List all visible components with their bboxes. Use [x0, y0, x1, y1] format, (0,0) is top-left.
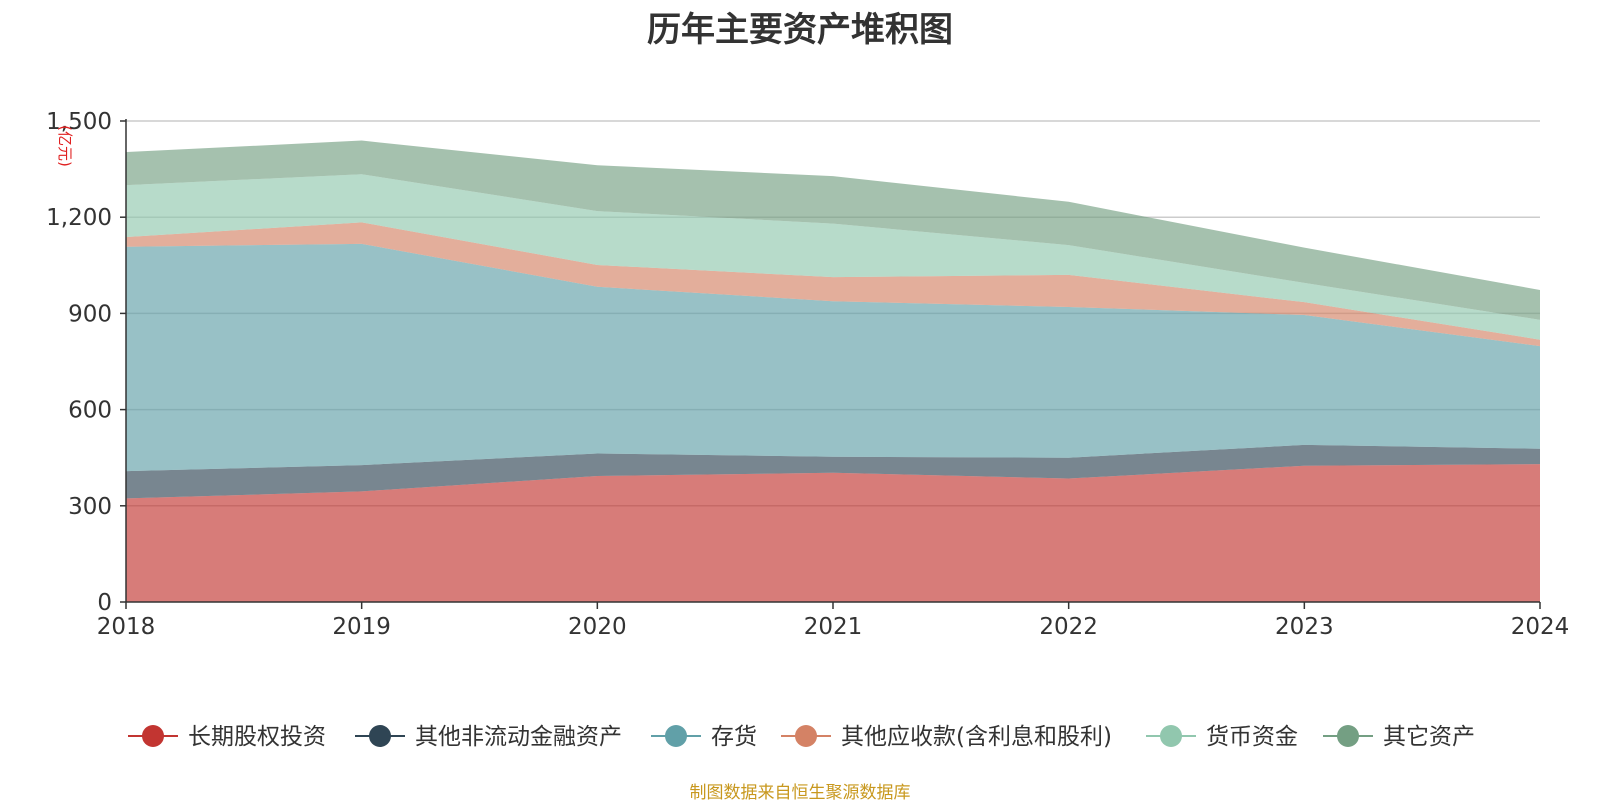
- legend-item-2[interactable]: 其他非流动金融资产: [355, 724, 622, 750]
- y-tick-label: 900: [68, 301, 112, 327]
- area-series-1[interactable]: [126, 464, 1540, 602]
- data-source-note: 制图数据来自恒生聚源数据库: [689, 783, 911, 803]
- x-tick-label: 2021: [804, 614, 863, 640]
- legend-item-6[interactable]: 其它资产: [1323, 724, 1475, 750]
- area-series-2[interactable]: [126, 444, 1540, 499]
- x-tick-label: 2018: [97, 614, 156, 640]
- legend-marker-icon: [795, 725, 817, 747]
- chart-title: 历年主要资产堆积图: [647, 10, 953, 50]
- legend-marker-icon: [665, 725, 687, 747]
- area-series-3[interactable]: [126, 243, 1540, 472]
- x-tick-label: 2020: [568, 614, 627, 640]
- legend-item-3[interactable]: 存货: [651, 724, 757, 750]
- y-axis-unit-label: (亿元): [56, 125, 74, 167]
- y-tick-label: 600: [68, 398, 112, 424]
- legend-marker-icon: [142, 725, 164, 747]
- y-tick-label: 0: [97, 590, 112, 616]
- legend-item-4[interactable]: 其他应收款(含利息和股利): [781, 724, 1112, 750]
- axes: 0 300 600 900 1,200 1,500 2018 2019 2020 2021 2022…: [46, 109, 1569, 640]
- legend-label: 货币资金: [1206, 724, 1298, 750]
- legend-item-5[interactable]: 货币资金: [1146, 724, 1298, 750]
- x-tick-label: 2022: [1039, 614, 1098, 640]
- area-series-6[interactable]: [126, 140, 1540, 320]
- legend-label: 其他非流动金融资产: [415, 724, 622, 750]
- legend-marker-icon: [1337, 725, 1359, 747]
- y-tick-label: 300: [68, 494, 112, 520]
- y-tick-label: 1,200: [46, 205, 112, 231]
- x-tick-label: 2024: [1511, 614, 1570, 640]
- x-tick-label: 2019: [332, 614, 391, 640]
- area-series-4[interactable]: [126, 222, 1540, 347]
- legend-marker-icon: [369, 725, 391, 747]
- area-series: [126, 140, 1540, 602]
- area-series-5[interactable]: [126, 174, 1540, 340]
- x-tick-label: 2023: [1275, 614, 1334, 640]
- legend-marker-icon: [1160, 725, 1182, 747]
- legend-item-1[interactable]: 长期股权投资: [128, 724, 326, 750]
- legend-label: 其它资产: [1383, 724, 1475, 750]
- legend-label: 其他应收款(含利息和股利): [841, 724, 1112, 750]
- legend-label: 存货: [711, 724, 757, 750]
- legend-label: 长期股权投资: [188, 724, 326, 750]
- y-tick-label: 1,500: [46, 109, 112, 135]
- legend[interactable]: 长期股权投资 其他非流动金融资产 存货 其他应收款(含利息和股利) 货币资金 其它资产: [128, 724, 1475, 750]
